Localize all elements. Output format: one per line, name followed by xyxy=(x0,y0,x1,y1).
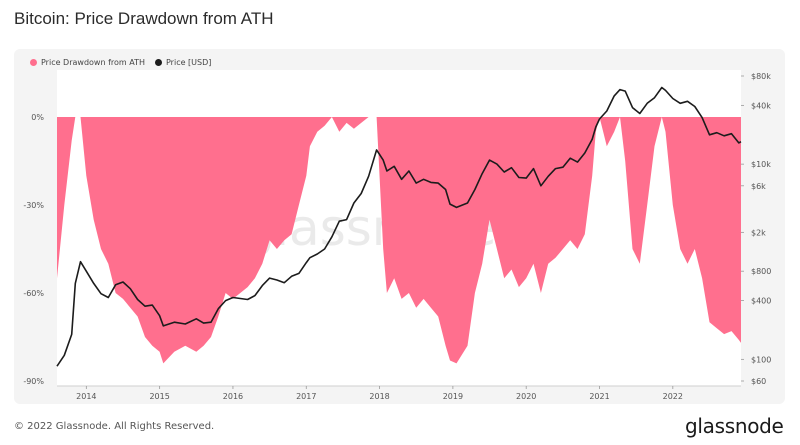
right-tick-label: $800 xyxy=(751,267,771,276)
x-tick-label: 2014 xyxy=(76,392,96,401)
legend-item-price[interactable]: Price [USD] xyxy=(155,58,211,67)
x-axis: 2014 2015 2016 2017 2018 2019 2020 2021 2022 xyxy=(57,385,741,401)
x-tick-label: 2022 xyxy=(663,392,683,401)
drawdown-area xyxy=(57,117,741,364)
right-tick-label: $100 xyxy=(751,355,771,364)
price-line xyxy=(56,86,742,367)
left-tick-label: -30% xyxy=(23,201,44,210)
x-tick-label: 2017 xyxy=(296,392,316,401)
right-tick-label: $2k xyxy=(751,228,766,237)
right-tick-label: $40k xyxy=(751,101,771,110)
x-tick-label: 2021 xyxy=(589,392,609,401)
legend-swatch-drawdown xyxy=(30,59,37,66)
right-tick-label: $10k xyxy=(751,160,771,169)
left-axis: 0% -30% -60% -90% xyxy=(23,113,44,386)
legend-label-price: Price [USD] xyxy=(166,58,212,67)
legend-label-drawdown: Price Drawdown from ATH xyxy=(41,58,145,67)
left-tick-label: -90% xyxy=(23,377,44,386)
footer-copyright: © 2022 Glassnode. All Rights Reserved. xyxy=(14,421,215,432)
legend-swatch-price xyxy=(155,59,162,66)
drawdown-series xyxy=(57,117,741,364)
right-tick-label: $6k xyxy=(751,182,766,191)
right-tick-label: $60 xyxy=(751,377,766,386)
chart-title: Bitcoin: Price Drawdown from ATH xyxy=(14,9,274,28)
x-tick-label: 2020 xyxy=(516,392,536,401)
right-tick-label: $80k xyxy=(751,72,771,81)
footer-logo[interactable]: glassnode xyxy=(685,414,784,438)
x-tick-label: 2016 xyxy=(223,392,243,401)
legend-item-drawdown[interactable]: Price Drawdown from ATH xyxy=(30,58,145,67)
x-tick-label: 2015 xyxy=(149,392,169,401)
price-series xyxy=(56,86,742,367)
chart-legend: Price Drawdown from ATH Price [USD] xyxy=(30,58,211,67)
left-tick-label: 0% xyxy=(31,113,44,122)
x-tick-label: 2018 xyxy=(369,392,389,401)
x-tick-label: 2019 xyxy=(443,392,463,401)
right-axis: $60 $100 $400 $800 $2k $6k $10k $40k $80k xyxy=(741,72,771,386)
left-tick-label: -60% xyxy=(23,289,44,298)
right-tick-label: $400 xyxy=(751,297,771,306)
